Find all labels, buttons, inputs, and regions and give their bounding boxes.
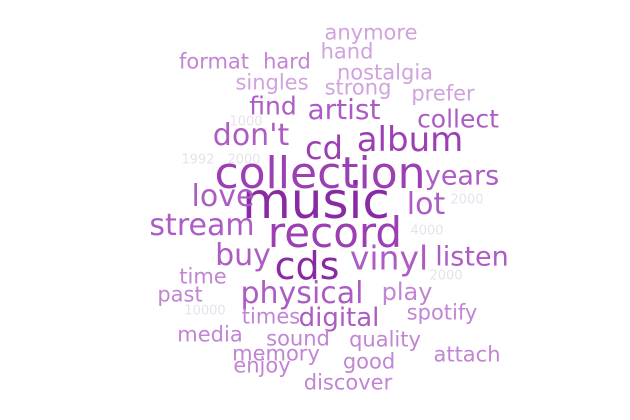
cloud-word: don't (212, 118, 290, 153)
cloud-word: stream (149, 208, 255, 243)
cloud-word: collect (417, 104, 499, 134)
cloud-word: collection (214, 148, 426, 199)
cloud-word: media (177, 322, 243, 347)
cloud-word: format (178, 49, 250, 74)
cloud-word: memory (232, 341, 320, 366)
cloud-word: album (356, 120, 464, 160)
cloud-word: past (157, 282, 203, 307)
cloud-word: digital (298, 303, 380, 333)
cloud-word: hand (320, 39, 374, 64)
cloud-word: quality (349, 327, 421, 352)
faint-label: 2000 (227, 152, 261, 168)
faint-label: 2000 (450, 192, 484, 208)
cloud-word: prefer (411, 81, 475, 106)
cloud-word: strong (324, 75, 392, 100)
cloud-word: listen (435, 241, 509, 273)
cloud-word: hard (263, 49, 311, 74)
cloud-word: find (249, 91, 297, 121)
cloud-word: lot (406, 187, 446, 222)
cloud-word: play (381, 278, 433, 306)
cloud-word: buy (215, 238, 271, 273)
cloud-word: times (241, 304, 301, 329)
cloud-word: cd (305, 129, 343, 167)
cloud-word: nostalgia (336, 60, 434, 85)
cloud-word: sound (266, 326, 330, 351)
faint-label: 2000 (429, 268, 463, 284)
cloud-word: singles (235, 70, 309, 95)
cloud-word: discover (303, 370, 393, 395)
cloud-word: physical (240, 276, 364, 311)
cloud-word: music (242, 172, 390, 230)
cloud-word: time (179, 264, 227, 289)
cloud-word: attach (433, 342, 501, 367)
cloud-word: vinyl (349, 238, 429, 278)
faint-label: 1000 (229, 114, 263, 130)
cloud-word: years (424, 160, 500, 192)
cloud-word: good (342, 349, 396, 374)
cloud-word: enjoy (233, 353, 291, 378)
cloud-word: record (267, 208, 403, 257)
faint-label: 1992 (181, 152, 215, 168)
cloud-word: artist (307, 93, 381, 126)
faint-label: 10000 (184, 303, 226, 319)
cloud-word: anymore (324, 20, 418, 45)
cloud-word: cds (274, 244, 340, 288)
cloud-word: love (191, 179, 255, 214)
cloud-word: spotify (406, 300, 478, 325)
faint-label: 4000 (410, 223, 444, 239)
